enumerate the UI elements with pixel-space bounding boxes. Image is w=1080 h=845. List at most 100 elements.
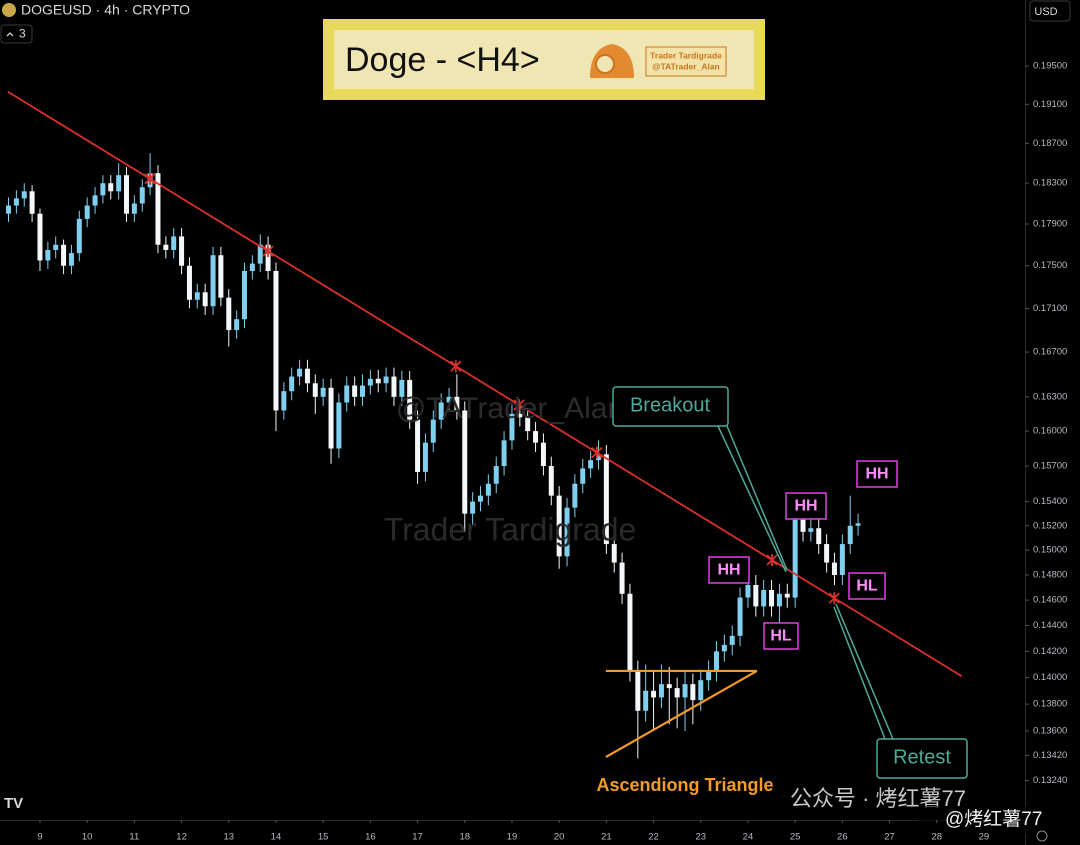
x-tick-label: 29 (979, 832, 990, 843)
chevron-icon (6, 32, 14, 37)
candle-body (415, 419, 421, 472)
candle-body (367, 378, 373, 386)
candle-body (352, 385, 358, 397)
candle-body (753, 584, 759, 607)
candle-body (375, 378, 381, 384)
retest-callout: Retest (833, 603, 968, 779)
candle-body (540, 442, 546, 467)
candle (328, 378, 334, 464)
candle (249, 255, 255, 280)
candle (116, 163, 122, 200)
candle-body (533, 431, 539, 443)
candle-body (344, 385, 350, 403)
candle-body (218, 255, 224, 298)
candle-body (792, 519, 798, 598)
handle: @TATrader_Alan (652, 61, 720, 71)
candle (123, 167, 129, 222)
account-badge (918, 806, 1078, 834)
candle (446, 387, 452, 412)
candle (706, 660, 712, 691)
candle (792, 510, 798, 608)
candle-body (611, 544, 617, 563)
candle-body (477, 495, 483, 502)
candle-body (595, 454, 601, 461)
account-watermark: @烤红薯77 (945, 808, 1042, 830)
pattern-label: Ascendiong Triangle (596, 775, 773, 795)
symbol-header: DOGEUSD · 4h · CRYPTO (21, 2, 190, 18)
x-tick-label: 25 (790, 832, 801, 843)
candle (477, 486, 483, 512)
candle-body (422, 442, 428, 472)
candle (375, 369, 381, 393)
candle (816, 518, 822, 554)
candle-body (769, 590, 775, 607)
candle-body (729, 635, 735, 645)
indicator-toggle[interactable] (0, 24, 33, 44)
y-tick-label: 0.19500 (1033, 61, 1067, 72)
candle-body (61, 244, 67, 266)
indicator-count: 3 (19, 27, 26, 41)
author-badge (645, 46, 727, 77)
candle (155, 165, 161, 254)
candle (76, 210, 82, 262)
breakout-callout: Breakout (612, 386, 788, 573)
candle (769, 579, 775, 617)
author: Trader Tardigrade (650, 50, 722, 60)
candle-body (525, 417, 531, 432)
candle-body (194, 292, 200, 300)
candle (407, 370, 413, 429)
candle (320, 378, 326, 406)
watermark-handle: @TATrader_Alan (396, 392, 624, 425)
candle (202, 283, 208, 315)
candle-body (776, 593, 782, 607)
candle (824, 534, 830, 573)
candle-body (108, 183, 114, 192)
currency-label: USD (1034, 6, 1057, 18)
candle (61, 239, 67, 275)
candle (627, 583, 633, 682)
candle (5, 197, 11, 222)
candle (383, 367, 389, 393)
settings-icon[interactable] (1036, 830, 1048, 842)
candle-body (831, 562, 837, 575)
candle (84, 197, 90, 228)
candle-body (234, 319, 240, 331)
candle (304, 359, 310, 393)
x-tick-label: 26 (837, 832, 848, 843)
currency-button[interactable] (1029, 0, 1071, 22)
candle-body (651, 690, 657, 698)
y-tick-label: 0.14200 (1033, 646, 1067, 657)
candle (485, 474, 491, 506)
swing-tag: HH (794, 498, 817, 515)
candle (721, 634, 727, 662)
y-tick-label: 0.14800 (1033, 570, 1067, 581)
candle-body (580, 468, 586, 484)
candle (171, 228, 177, 259)
candle-body (438, 402, 444, 420)
candle-body (855, 523, 861, 526)
candle (761, 579, 767, 617)
candle (556, 486, 562, 569)
candle-body (698, 680, 704, 701)
candle (666, 667, 672, 725)
candle-body (257, 244, 263, 264)
x-tick-label: 12 (176, 832, 187, 843)
candle (690, 673, 696, 725)
candle-body (289, 376, 295, 392)
candle-body (241, 270, 247, 320)
x-tick-label: 19 (507, 832, 518, 843)
candle (13, 190, 19, 214)
candle (359, 374, 365, 406)
x-tick-label: 14 (271, 832, 282, 843)
candle-body (784, 593, 790, 598)
candle (643, 664, 649, 722)
candle-body (839, 544, 845, 575)
x-tick-label: 27 (884, 832, 895, 843)
candle-body (517, 413, 523, 418)
candle (737, 587, 743, 647)
y-tick-label: 0.15700 (1033, 461, 1067, 472)
retest-label: Retest (893, 746, 951, 768)
candle (312, 374, 318, 414)
candle (108, 175, 114, 200)
